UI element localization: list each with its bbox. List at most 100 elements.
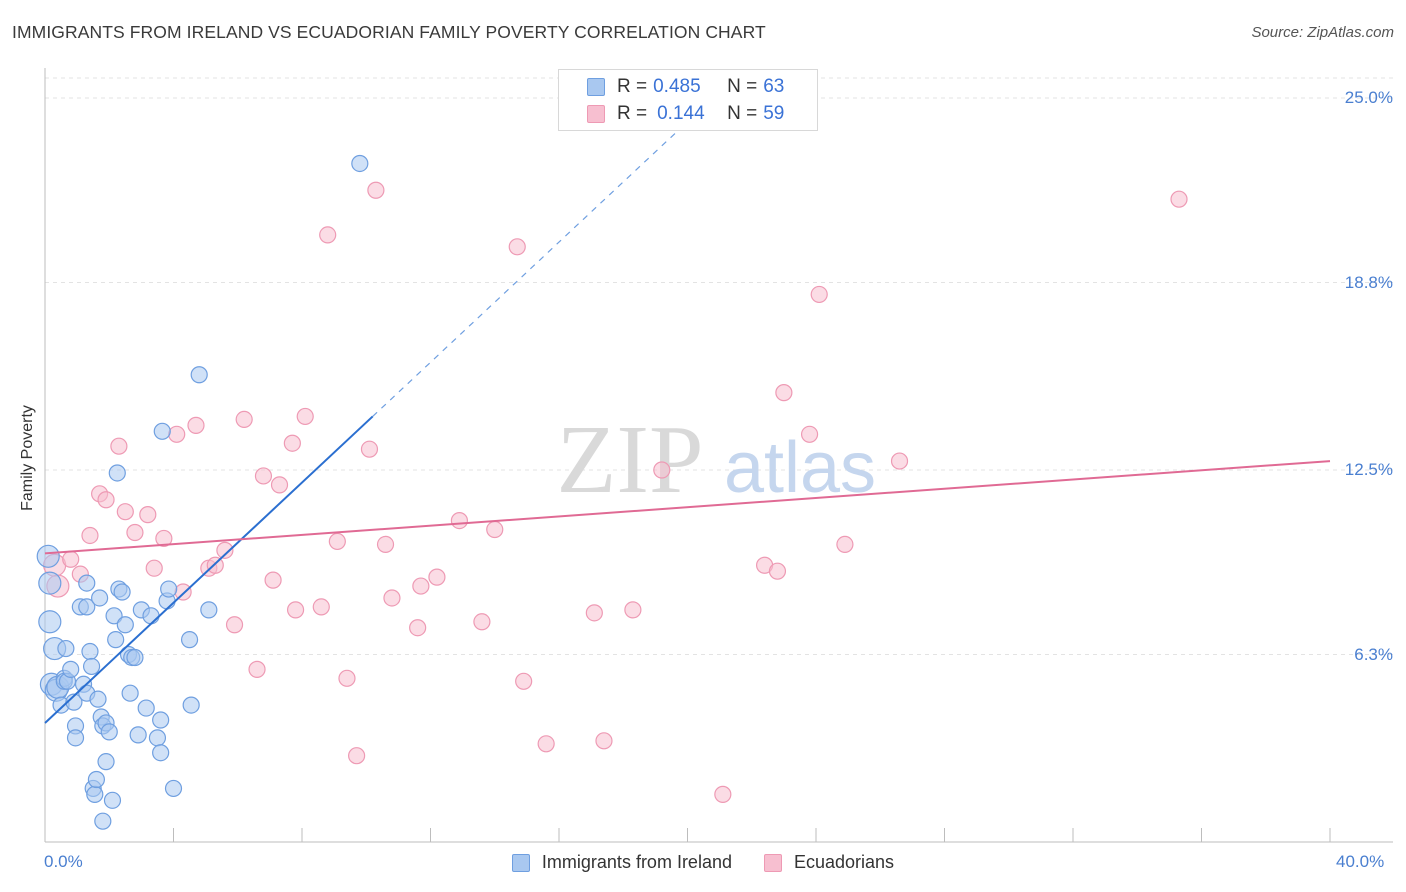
legend-swatch-blue — [511, 853, 530, 872]
legend-r-value: 0.144 — [657, 103, 705, 124]
ireland-point — [116, 616, 134, 634]
legend-r-label: R = — [617, 103, 648, 124]
ecuadorians-point — [836, 535, 854, 554]
ecuadorians-point — [376, 535, 395, 554]
legend-label-ecuadorians: Ecuadorians — [793, 852, 895, 872]
ireland-point — [180, 631, 199, 649]
ireland-point — [100, 723, 118, 741]
legend-label-ireland: Immigrants from Ireland — [541, 852, 732, 872]
ecuadorians-point — [624, 601, 642, 619]
legend-swatch-blue — [587, 78, 605, 96]
ireland-point — [121, 684, 139, 702]
ireland-point — [36, 544, 60, 568]
legend-n-value: 59 — [763, 103, 785, 124]
ireland-point — [190, 366, 208, 384]
ecuadorians-point — [810, 285, 828, 304]
legend-r-label: R = — [617, 76, 648, 97]
ireland-point — [62, 660, 80, 678]
watermark: ZIP atlas — [557, 406, 877, 514]
ecuadorians-trend-line — [44, 460, 1331, 555]
ireland-point — [38, 571, 62, 595]
ecuadorians-point — [264, 571, 282, 589]
ecuadorians-point — [508, 238, 526, 256]
ireland-point — [152, 744, 170, 762]
ireland-trend-extension — [372, 121, 688, 417]
chart-title: IMMIGRANTS FROM IRELAND VS ECUADORIAN FA… — [12, 22, 766, 42]
ireland-point — [81, 642, 99, 661]
ecuadorians-point — [890, 452, 909, 470]
ireland-point — [137, 699, 155, 717]
ecuadorians-point — [139, 506, 157, 524]
ireland-points — [36, 154, 369, 830]
ecuadorians-point — [450, 511, 469, 530]
ireland-point — [91, 589, 109, 607]
ecuadorians-point — [254, 467, 273, 485]
ecuadorians-point — [367, 181, 385, 199]
ecuadorians-point — [383, 589, 401, 607]
trend-lines — [44, 121, 1331, 724]
ecuadorians-point — [338, 669, 356, 687]
ireland-point — [94, 812, 112, 830]
ecuadorians-point — [319, 226, 337, 244]
ecuadorians-point — [360, 440, 379, 458]
ireland-point — [152, 711, 170, 729]
ecuadorians-point — [283, 434, 301, 452]
ireland-point — [105, 607, 123, 625]
ecuadorians-point — [126, 523, 144, 542]
ecuadorians-point — [409, 619, 427, 637]
ecuadorians-point — [515, 672, 533, 690]
legend-n-value: 63 — [763, 76, 785, 97]
ecuadorians-point — [428, 568, 446, 586]
ecuadorians-point — [155, 529, 173, 548]
ireland-point — [126, 648, 144, 667]
ecuadorians-point — [473, 613, 491, 631]
y-tick-label: 6.3% — [1354, 644, 1393, 664]
y-tick-label: 18.8% — [1344, 272, 1393, 292]
ecuadorians-point — [81, 526, 99, 545]
ireland-point — [113, 583, 131, 601]
ireland-point — [87, 770, 106, 789]
ecuadorians-point — [110, 437, 128, 455]
ecuadorians-point — [187, 416, 205, 434]
ireland-point — [107, 631, 125, 649]
series-legend: Immigrants from Ireland Ecuadorians — [0, 852, 1406, 873]
legend-row-ecuadorians: R = 0.144 N = 59 — [587, 103, 784, 125]
ireland-point — [153, 422, 171, 440]
ireland-point — [78, 598, 96, 616]
watermark-zip: ZIP — [557, 406, 704, 514]
ecuadorians-point — [62, 550, 80, 568]
ecuadorians-point — [800, 425, 819, 443]
ecuadorians-point — [1170, 190, 1188, 208]
ireland-point — [108, 464, 126, 482]
ecuadorians-point — [286, 601, 305, 619]
ecuadorians-point — [116, 503, 134, 521]
ireland-point — [89, 690, 107, 708]
x-tick-min: 0.0% — [44, 852, 83, 871]
legend-row-ireland: R = 0.485 N = 63 — [587, 76, 784, 98]
correlation-legend: R = 0.485 N = 63 R = 0.144 N = 59 — [558, 69, 818, 131]
ecuadorians-point — [595, 732, 613, 750]
axes-layer — [44, 68, 1393, 843]
legend-swatch-pink — [587, 105, 605, 123]
x-tick-max: 40.0% — [1336, 852, 1385, 871]
ecuadorians-point — [537, 735, 555, 753]
ecuadorians-point — [312, 598, 330, 616]
ireland-point — [97, 753, 115, 771]
ecuadorians-point — [296, 407, 314, 426]
ecuadorians-point — [248, 660, 266, 678]
ireland-point — [38, 610, 62, 634]
ireland-point — [82, 657, 101, 676]
legend-item-ireland[interactable]: Immigrants from Ireland — [511, 852, 732, 873]
ireland-point — [86, 785, 104, 803]
legend-item-ecuadorians[interactable]: Ecuadorians — [763, 852, 895, 873]
ireland-point — [66, 729, 85, 747]
ecuadorians-point — [328, 532, 346, 551]
ireland-point — [57, 639, 75, 658]
y-tick-label: 25.0% — [1344, 88, 1393, 107]
ireland-point — [142, 607, 160, 625]
legend-n-label: N = — [727, 103, 758, 124]
ecuadorians-point — [270, 476, 289, 494]
ireland-point — [103, 791, 122, 809]
ireland-point — [351, 154, 369, 173]
